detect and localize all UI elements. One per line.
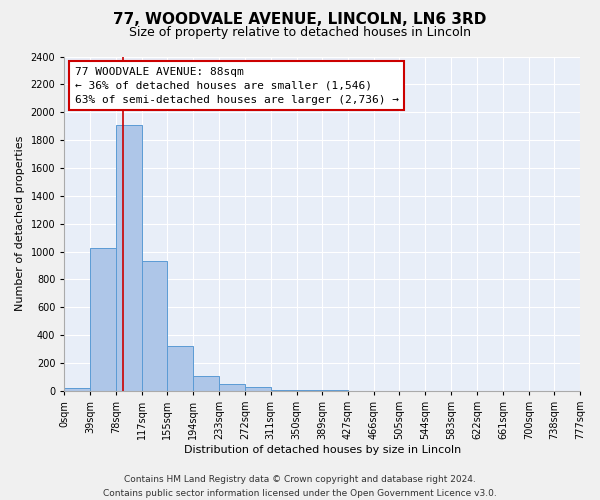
- Text: Size of property relative to detached houses in Lincoln: Size of property relative to detached ho…: [129, 26, 471, 39]
- Bar: [142, 260, 167, 391]
- Bar: [271, 390, 296, 391]
- Text: 77 WOODVALE AVENUE: 88sqm
← 36% of detached houses are smaller (1,546)
63% of se: 77 WOODVALE AVENUE: 88sqm ← 36% of detac…: [74, 66, 398, 104]
- Bar: [245, 388, 271, 391]
- X-axis label: Distribution of detached houses by size in Lincoln: Distribution of detached houses by size …: [184, 445, 461, 455]
- Bar: [296, 390, 322, 391]
- Text: 77, WOODVALE AVENUE, LINCOLN, LN6 3RD: 77, WOODVALE AVENUE, LINCOLN, LN6 3RD: [113, 12, 487, 28]
- Y-axis label: Number of detached properties: Number of detached properties: [15, 136, 25, 312]
- Bar: [193, 376, 219, 391]
- Bar: [167, 346, 193, 391]
- Text: Contains HM Land Registry data © Crown copyright and database right 2024.
Contai: Contains HM Land Registry data © Crown c…: [103, 476, 497, 498]
- Bar: [116, 125, 142, 391]
- Bar: [64, 388, 90, 391]
- Bar: [90, 248, 116, 391]
- Bar: [219, 384, 245, 391]
